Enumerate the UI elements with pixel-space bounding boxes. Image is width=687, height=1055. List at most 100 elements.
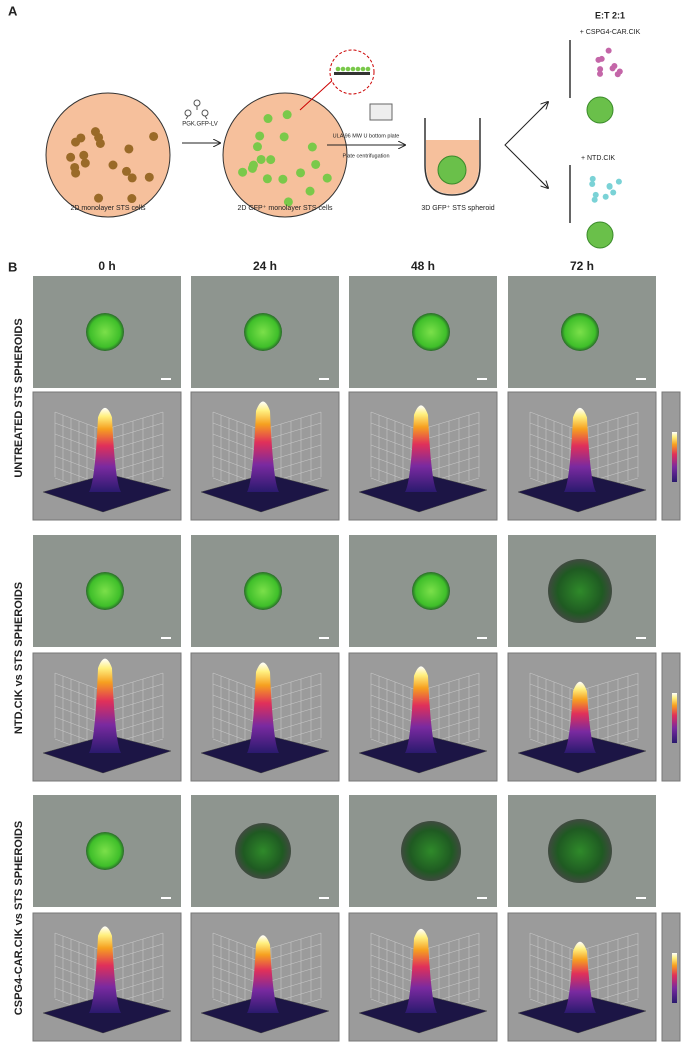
spheroid <box>586 221 614 249</box>
effector-cell <box>610 189 617 196</box>
spheroid <box>548 819 612 883</box>
plot-floor <box>42 734 172 774</box>
intensity-peak <box>89 658 121 753</box>
group-label: UNTREATED STS SPHEROIDS <box>13 318 25 477</box>
effector-cell <box>589 175 596 182</box>
spheroid <box>244 313 282 351</box>
time-label: 0 h <box>98 259 115 273</box>
plate-icon <box>369 103 393 121</box>
plot-floor <box>200 473 330 513</box>
scale-bar <box>477 637 487 639</box>
scale-bar <box>319 897 329 899</box>
plot-floor <box>358 994 488 1034</box>
spheroid <box>548 559 612 623</box>
intensity-peak <box>564 941 596 1013</box>
cell <box>71 168 81 178</box>
effector-cell <box>616 68 623 75</box>
scale-bar <box>319 378 329 380</box>
panel-label: A <box>8 3 18 18</box>
wells <box>569 40 623 249</box>
spheroid <box>86 572 124 610</box>
cell <box>365 66 371 72</box>
group-label: NTD.CIK vs STS SPHEROIDS <box>13 582 25 734</box>
cell <box>127 194 137 204</box>
spheroid <box>437 155 467 185</box>
cell <box>256 154 266 164</box>
cell <box>238 167 248 177</box>
scale-bar <box>636 378 646 380</box>
intensity-peak <box>564 681 596 753</box>
effector-cell <box>615 178 622 185</box>
step-label: 2D GFP⁺ monolayer STS cells <box>237 205 333 212</box>
cell <box>311 159 321 169</box>
effector-cell <box>602 193 609 200</box>
cell <box>252 142 262 152</box>
time-label: 24 h <box>253 259 277 273</box>
spheroid <box>235 823 291 879</box>
scale-bar <box>161 897 171 899</box>
cell <box>79 150 89 160</box>
cell <box>124 144 134 154</box>
arrow <box>539 102 548 111</box>
arrow <box>539 179 548 188</box>
effector-cell <box>606 183 613 190</box>
scale-bar <box>477 378 487 380</box>
cell <box>262 174 272 184</box>
centrifugation-label: Plate centrifugation <box>342 153 389 159</box>
intensity-peak <box>89 926 121 1013</box>
scale-bar <box>319 637 329 639</box>
intensity-peak <box>405 405 437 492</box>
cell <box>282 110 292 120</box>
cell <box>255 131 265 141</box>
cell <box>80 158 90 168</box>
cell <box>144 172 154 182</box>
spheroid <box>401 821 461 881</box>
spheroid <box>412 313 450 351</box>
plate-label: ULA 96 MW U bottom plate <box>333 133 400 139</box>
cell <box>279 132 289 142</box>
cells <box>238 110 332 207</box>
time-label: 48 h <box>411 259 435 273</box>
plot-floor <box>517 994 647 1034</box>
spheroid <box>86 313 124 351</box>
time-label: 72 h <box>570 259 594 273</box>
cell <box>355 66 361 72</box>
effector-cell <box>605 47 612 54</box>
cell <box>127 173 137 183</box>
plot-floor <box>200 994 330 1034</box>
scale-bar <box>161 378 171 380</box>
colorbar <box>672 693 677 743</box>
spheroid <box>561 313 599 351</box>
intensity-peak <box>405 666 437 753</box>
cell <box>345 66 351 72</box>
image-grid: 0 h 24 h 48 h 72 h UNTREATED STS SPHEROIDS NT… <box>13 259 681 1042</box>
colorbar <box>672 953 677 1003</box>
cells <box>66 127 159 204</box>
spheroid <box>412 572 450 610</box>
intensity-peak <box>405 928 437 1013</box>
effector-cell <box>609 65 616 72</box>
scale-bar <box>477 897 487 899</box>
cell <box>90 127 100 137</box>
cell <box>307 142 317 152</box>
inset-surface <box>334 72 370 75</box>
effector-cell <box>595 56 602 63</box>
effector-cell <box>592 191 599 198</box>
dish <box>45 92 171 218</box>
cell <box>71 137 81 147</box>
plot-floor <box>517 473 647 513</box>
intensity-peak <box>247 662 279 753</box>
plot-floor <box>517 734 647 774</box>
colorbar <box>672 432 677 482</box>
effector-cell <box>597 66 604 73</box>
plot-floor <box>200 734 330 774</box>
cell <box>283 197 293 207</box>
cell <box>350 66 356 72</box>
plot-floor <box>42 994 172 1034</box>
group-label: CSPG4-CAR.CIK vs STS SPHEROIDS <box>13 821 25 1015</box>
zoom-line <box>299 77 336 111</box>
step-label: 2D monolayer STS cells <box>70 205 146 212</box>
effector-cell <box>591 196 598 203</box>
plot-floor <box>358 473 488 513</box>
spheroid <box>244 572 282 610</box>
